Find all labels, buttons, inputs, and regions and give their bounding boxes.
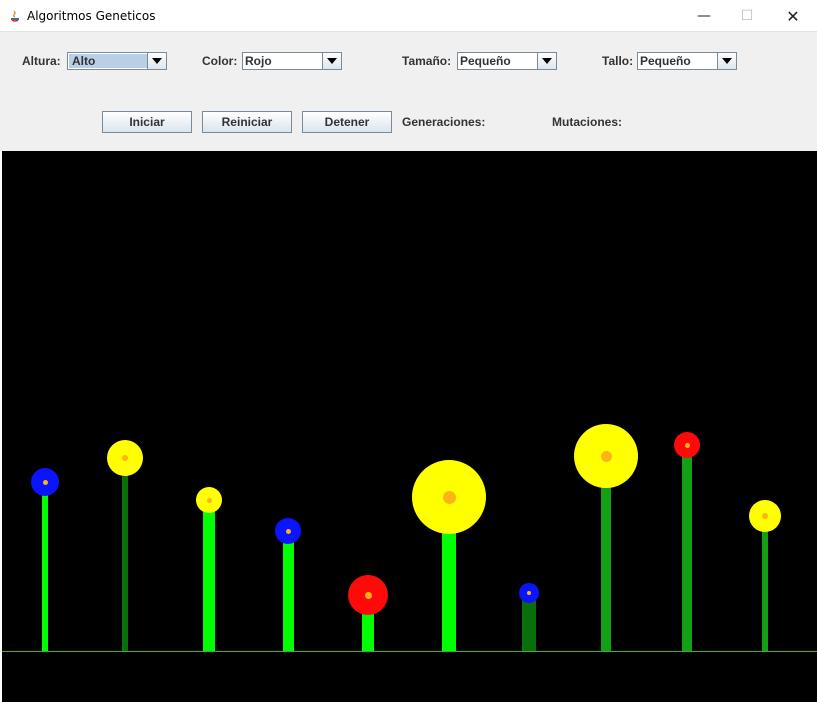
minimize-icon: — bbox=[697, 8, 711, 24]
controls-panel: Altura: Alto Color: Rojo Tamaño: Pequeño… bbox=[0, 32, 817, 151]
color-combo[interactable]: Rojo bbox=[242, 52, 342, 70]
flower-center bbox=[442, 490, 456, 504]
tallo-value: Pequeño bbox=[640, 54, 691, 68]
tamano-combo[interactable]: Pequeño bbox=[457, 52, 557, 70]
flower-center bbox=[206, 497, 212, 503]
generaciones-label: Generaciones: bbox=[402, 115, 486, 129]
flower-stem bbox=[122, 458, 128, 651]
chevron-down-icon[interactable] bbox=[537, 53, 556, 69]
color-label: Color: bbox=[202, 54, 238, 68]
flower-center bbox=[762, 513, 768, 519]
flower-center bbox=[122, 455, 128, 461]
chevron-down-icon[interactable] bbox=[322, 53, 341, 69]
flower-stem bbox=[282, 531, 294, 651]
flower-center bbox=[285, 528, 291, 534]
chevron-down-icon[interactable] bbox=[717, 53, 736, 69]
flower-stem bbox=[442, 497, 456, 651]
mutaciones-label: Mutaciones: bbox=[552, 115, 623, 129]
flower-stem bbox=[762, 516, 768, 651]
window-title: Algoritmos Geneticos bbox=[27, 9, 156, 23]
altura-label: Altura: bbox=[22, 54, 61, 68]
java-icon bbox=[11, 10, 19, 22]
flower-center bbox=[42, 479, 48, 485]
chevron-down-icon[interactable] bbox=[147, 53, 166, 69]
altura-combo[interactable]: Alto bbox=[67, 52, 167, 70]
flower-stem bbox=[203, 500, 215, 651]
flower-stem bbox=[601, 456, 611, 651]
title-bar: Algoritmos Geneticos — ☐ ✕ bbox=[0, 0, 817, 32]
close-button[interactable]: ✕ bbox=[770, 0, 816, 32]
minimize-button[interactable]: — bbox=[681, 0, 727, 32]
flower-center bbox=[364, 591, 372, 599]
maximize-button[interactable]: ☐ bbox=[724, 0, 770, 32]
flower-stem bbox=[522, 593, 536, 651]
detener-button[interactable]: Detener bbox=[302, 111, 392, 133]
color-value: Rojo bbox=[245, 54, 272, 68]
flower-center bbox=[600, 450, 612, 462]
tallo-combo[interactable]: Pequeño bbox=[637, 52, 737, 70]
garden-canvas bbox=[2, 151, 817, 702]
flower-stem bbox=[42, 482, 48, 651]
reiniciar-button[interactable]: Reiniciar bbox=[202, 111, 292, 133]
tallo-label: Tallo: bbox=[602, 54, 634, 68]
altura-value: Alto bbox=[69, 54, 153, 68]
flower-center bbox=[527, 591, 531, 595]
tamano-value: Pequeño bbox=[460, 54, 511, 68]
flower-center bbox=[684, 442, 690, 448]
flower-stem bbox=[682, 445, 692, 651]
iniciar-button[interactable]: Iniciar bbox=[102, 111, 192, 133]
tamano-label: Tamaño: bbox=[402, 54, 452, 68]
ground-line bbox=[2, 651, 817, 652]
close-icon: ✕ bbox=[786, 6, 800, 26]
maximize-icon: ☐ bbox=[740, 8, 754, 24]
